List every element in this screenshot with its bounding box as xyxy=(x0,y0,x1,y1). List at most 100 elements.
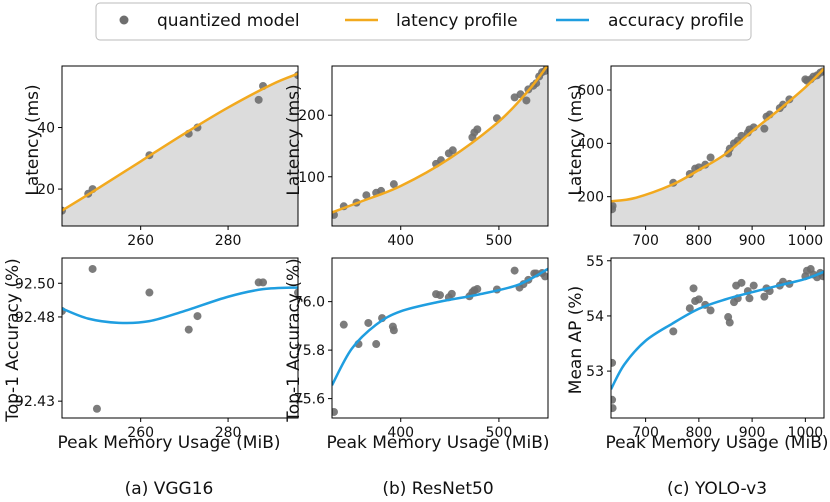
quantized-model-point xyxy=(669,327,678,336)
quantized-model-point xyxy=(685,304,694,313)
quantized-model-point xyxy=(389,180,398,189)
quantized-model-point xyxy=(725,318,734,327)
legend-label-accuracy-profile: accuracy profile xyxy=(608,11,744,31)
y-tick-label: 200 xyxy=(298,108,325,124)
y-axis-label-accuracy-vgg16: Top-1 Accuracy (%) xyxy=(3,258,23,422)
x-tick-label: 260 xyxy=(127,425,154,441)
panel-yolov3-latency: 700 800 900 1000 200 400 600 xyxy=(577,65,825,249)
y-tick-label: 75.6 xyxy=(294,392,325,408)
quantized-model-point xyxy=(436,291,444,300)
quantized-model-point xyxy=(364,318,373,327)
y-axis-label-latency-yolov3: Latency (ms) xyxy=(566,84,586,195)
quantized-model-point xyxy=(448,146,457,155)
y-tick-label: 600 xyxy=(577,83,604,99)
axes-frame-resnet50-latency xyxy=(331,65,549,227)
quantized-model-point xyxy=(372,340,381,349)
quantized-model-point xyxy=(389,326,398,335)
plot-area-vgg16-latency xyxy=(62,71,298,226)
x-axis-label-vgg16: Peak Memory Usage (MiB) xyxy=(57,433,280,453)
axes-frame-vgg16-latency xyxy=(61,65,299,227)
quantized-model-point xyxy=(689,284,698,293)
y-tick-label: 400 xyxy=(577,136,604,152)
y-axis-label-accuracy-yolov3: Mean AP (%) xyxy=(566,286,586,394)
x-tick-label: 800 xyxy=(685,233,712,249)
x-tick-label: 280 xyxy=(215,425,242,441)
latency-profile-line-resnet50-latency xyxy=(332,66,548,214)
plot-area-yolov3-latency xyxy=(611,67,824,226)
plot-area-resnet50-accuracy xyxy=(332,266,548,416)
profile-area-vgg16-latency xyxy=(62,73,298,226)
legend-marker-quantized-model xyxy=(119,15,129,25)
quantized-model-point xyxy=(362,191,371,200)
quantized-model-point xyxy=(706,306,715,315)
plot-area-yolov3-accuracy xyxy=(611,265,824,413)
quantized-model-point xyxy=(145,288,154,297)
quantized-model-point xyxy=(294,288,298,297)
quantized-model-point xyxy=(184,325,193,334)
latency-profile-line-yolov3-latency xyxy=(611,67,824,203)
x-tick-label: 280 xyxy=(215,233,242,249)
profile-area-yolov3-latency xyxy=(611,68,824,226)
quantized-model-point xyxy=(254,95,263,104)
legend-label-latency-profile: latency profile xyxy=(396,11,518,31)
y-tick-label: 100 xyxy=(298,170,325,186)
panel-yolov3-accuracy: 700 800 900 1000 53 54 55 xyxy=(586,254,825,441)
quantized-model-point xyxy=(694,295,703,304)
latency-profile-line-vgg16-latency xyxy=(62,72,298,212)
legend-frame xyxy=(95,2,752,41)
x-tick-label: 700 xyxy=(632,425,659,441)
quantized-model-point xyxy=(611,202,617,210)
y-tick-label: 55 xyxy=(586,254,604,270)
plot-area-resnet50-latency xyxy=(332,66,548,226)
y-tick-label: 53 xyxy=(586,364,604,380)
profile-area-resnet50-latency xyxy=(332,66,548,226)
quantized-model-point xyxy=(611,404,617,413)
axes-frame-yolov3-latency xyxy=(610,65,825,227)
legend-label-quantized-model: quantized model xyxy=(157,11,300,31)
quantized-model-point xyxy=(522,96,531,105)
accuracy-profile-line-yolov3-accuracy xyxy=(611,270,824,390)
legend: quantized model latency profile accuracy… xyxy=(95,2,752,41)
quantized-model-point xyxy=(611,358,617,367)
quantized-model-point xyxy=(259,278,268,287)
quantized-model-point xyxy=(510,266,519,275)
x-tick-label: 500 xyxy=(486,233,513,249)
caption-yolov3: (c) YOLO-v3 xyxy=(667,479,767,499)
x-tick-label: 900 xyxy=(739,233,766,249)
caption-vgg16: (a) VGG16 xyxy=(125,479,214,499)
x-tick-label: 700 xyxy=(632,233,659,249)
x-tick-label: 800 xyxy=(685,425,712,441)
quantized-model-point xyxy=(760,124,769,133)
y-axis-label-latency-vgg16: Latency (ms) xyxy=(23,84,43,195)
y-tick-label: 92.43 xyxy=(15,394,55,410)
panel-resnet50-latency: 400 500 100 200 xyxy=(298,65,549,249)
quantized-model-point xyxy=(473,285,482,294)
x-axis-label-yolov3: Peak Memory Usage (MiB) xyxy=(605,433,828,453)
x-tick-label: 400 xyxy=(387,425,414,441)
axes-frame-vgg16-accuracy xyxy=(61,257,299,419)
quantized-model-point xyxy=(706,153,715,162)
quantized-model-point xyxy=(473,125,482,134)
axes-frame-resnet50-accuracy xyxy=(331,257,549,419)
y-tick-label: 76.0 xyxy=(294,295,325,311)
x-tick-label: 500 xyxy=(486,425,513,441)
quantized-model-point xyxy=(745,294,754,303)
quantized-model-point xyxy=(737,278,746,287)
y-tick-label: 200 xyxy=(577,190,604,206)
quantized-model-point xyxy=(760,292,769,301)
x-tick-label: 400 xyxy=(387,233,414,249)
quantized-model-point xyxy=(88,264,97,273)
y-axis-label-latency-resnet50: Latency (ms) xyxy=(284,84,304,195)
panel-resnet50-accuracy: 400 500 75.6 75.8 76.0 xyxy=(294,257,549,441)
y-tick-label: 75.8 xyxy=(294,343,325,359)
quantized-model-point xyxy=(332,407,338,416)
x-tick-label: 260 xyxy=(127,233,154,249)
accuracy-profile-line-resnet50-accuracy xyxy=(332,267,548,386)
quantized-model-point xyxy=(611,395,617,404)
x-tick-label: 900 xyxy=(739,425,766,441)
y-tick-label: 92.50 xyxy=(15,276,55,292)
caption-resnet50: (b) ResNet50 xyxy=(382,479,493,499)
y-tick-label: 40 xyxy=(37,121,55,137)
